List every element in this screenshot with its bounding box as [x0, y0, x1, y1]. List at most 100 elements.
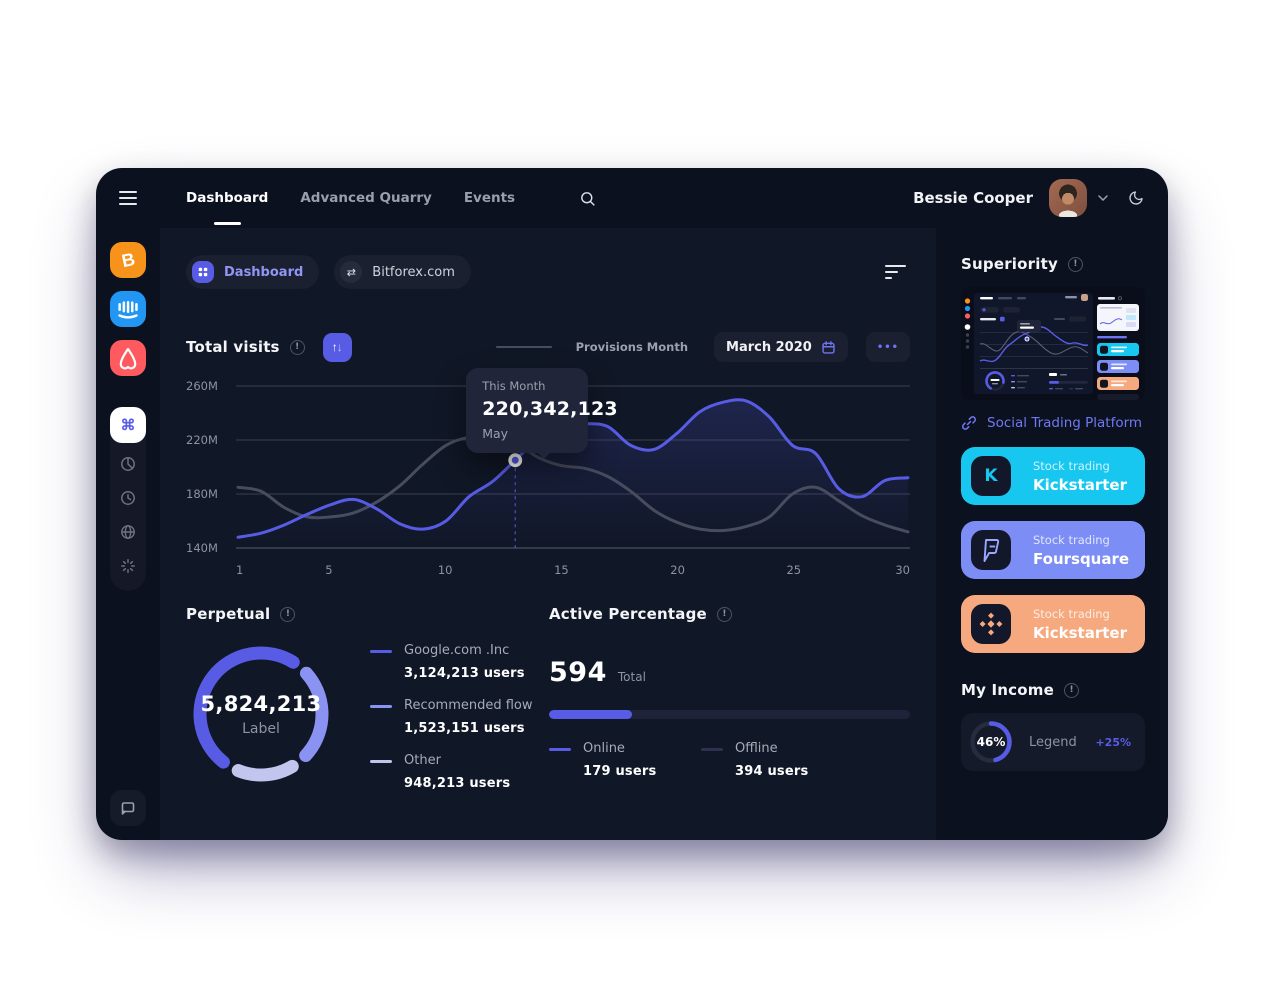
hamburger-icon: [119, 191, 137, 193]
sidebar-item-airbnb[interactable]: [110, 340, 146, 376]
menu-button[interactable]: [96, 191, 160, 205]
swap-icon: ⇄: [340, 261, 363, 283]
info-icon[interactable]: !: [1067, 256, 1083, 272]
legend-name: Google.com .Inc: [404, 643, 510, 658]
stock-card-kickstarter[interactable]: K Stock trading Kickstarter: [961, 447, 1145, 505]
legend-item: Online 179 users: [549, 741, 701, 779]
command-icon: ⌘: [120, 417, 136, 434]
kickstarter-icon: K: [971, 456, 1011, 496]
y-tick-label: 260M: [186, 379, 218, 393]
tool-clock[interactable]: [110, 481, 146, 515]
stock-card-foursquare[interactable]: Stock trading Foursquare: [961, 521, 1145, 579]
superiority-title: Superiority: [961, 255, 1058, 273]
social-trading-link[interactable]: Social Trading Platform: [961, 415, 1145, 431]
legend-value: 3,124,213 users: [404, 666, 525, 681]
stock-card-binance[interactable]: Stock trading Kickstarter: [961, 595, 1145, 653]
legend-value: 179 users: [583, 764, 657, 779]
link-icon: [962, 416, 976, 430]
active-progress-bar: [549, 710, 910, 719]
tab-dashboard[interactable]: Dashboard: [186, 190, 269, 225]
active-legend: Online 179 users Offline 394 users: [549, 741, 910, 779]
sort-button[interactable]: ↑ ↓: [322, 332, 352, 362]
filter-button[interactable]: [885, 265, 906, 279]
legend-value: 948,213 users: [404, 776, 511, 791]
calendar-icon: [822, 340, 835, 354]
tool-globe[interactable]: [110, 515, 146, 549]
info-icon[interactable]: !: [280, 606, 296, 622]
breadcrumb-site[interactable]: ⇄ Bitforex.com: [334, 255, 471, 289]
legend-marker: [370, 650, 392, 653]
card-category: Stock trading: [1033, 532, 1110, 547]
chevron-down-icon: [1098, 195, 1108, 201]
card-name: Foursquare: [1033, 549, 1130, 568]
breadcrumb-dashboard[interactable]: Dashboard: [186, 255, 320, 289]
legend-name: Online: [583, 741, 625, 756]
x-tick-label: 15: [554, 563, 569, 577]
app-window: Dashboard Advanced Quarry Events Bessie …: [96, 168, 1168, 840]
chat-button[interactable]: [110, 790, 146, 826]
card-name: Kickstarter: [1033, 623, 1127, 642]
tool-pie-chart[interactable]: [110, 447, 146, 481]
legend-marker: [701, 748, 723, 751]
sidebar-item-bitcoin[interactable]: B: [110, 242, 146, 278]
pie-chart-icon: [121, 457, 135, 471]
active-percentage-section: Active Percentage ! 594 Total Online 179…: [549, 605, 910, 808]
preview-thumbnail[interactable]: [961, 287, 1145, 400]
legend-value: 394 users: [735, 764, 809, 779]
user-name: Bessie Cooper: [913, 189, 1033, 207]
sidebar-item-intercom[interactable]: [110, 291, 146, 327]
active-total-label: Total: [617, 670, 646, 684]
main-nav: Dashboard Advanced Quarry Events: [186, 190, 547, 225]
visits-title: Total visits: [186, 338, 280, 356]
info-icon[interactable]: !: [716, 606, 732, 622]
foursquare-icon: [971, 530, 1011, 570]
more-button[interactable]: •••: [865, 332, 910, 362]
avatar[interactable]: [1049, 179, 1087, 217]
bitcoin-icon: B: [119, 248, 137, 271]
user-menu[interactable]: Bessie Cooper: [913, 179, 1108, 217]
perpetual-donut: 5,824,213 Label: [186, 639, 336, 789]
legend-name: Offline: [735, 741, 778, 756]
y-tick-label: 180M: [186, 487, 218, 501]
card-name: Kickstarter: [1033, 475, 1127, 494]
x-tick-label: 1: [236, 563, 244, 577]
income-legend-label: Legend: [1029, 734, 1077, 750]
month-select[interactable]: March 2020: [714, 332, 848, 362]
moon-icon: [1129, 191, 1143, 205]
chat-icon: [121, 802, 135, 815]
legend-name: Other: [404, 753, 441, 768]
card-category: Stock trading: [1033, 458, 1110, 473]
income-gauge: 46%: [968, 719, 1014, 765]
visits-chart: 260M 220M 180M 140M: [186, 368, 910, 579]
line-chart-plot[interactable]: This Month 220,342,123 May 1 5 10 15 20 …: [236, 368, 910, 579]
perpetual-section: Perpetual ! 5,824,213 Label Go: [186, 605, 549, 808]
legend-item: Offline 394 users: [701, 741, 853, 779]
legend-marker: [370, 705, 392, 708]
globe-icon: [121, 525, 135, 539]
active-title: Active Percentage: [549, 605, 707, 623]
topbar: Dashboard Advanced Quarry Events Bessie …: [96, 168, 1168, 228]
search-button[interactable]: [579, 190, 596, 207]
tab-advanced-quarry[interactable]: Advanced Quarry: [300, 190, 432, 206]
intercom-icon: [118, 301, 138, 319]
ellipsis-icon: •••: [876, 341, 899, 353]
app-rail: B ⌘: [96, 228, 160, 840]
tab-events[interactable]: Events: [463, 190, 516, 206]
right-panel: Superiority !: [936, 228, 1168, 840]
legend-value: 1,523,151 users: [404, 721, 525, 736]
info-icon[interactable]: !: [289, 339, 305, 355]
series-legend-marker: [495, 346, 552, 348]
clock-icon: [121, 491, 135, 505]
y-axis-labels: 260M 220M 180M 140M: [186, 379, 236, 555]
tool-command[interactable]: ⌘: [110, 407, 146, 443]
tool-spinner[interactable]: [110, 549, 146, 583]
theme-toggle[interactable]: [1128, 190, 1144, 206]
legend-name: Recommended flow: [404, 698, 533, 713]
tool-rail: ⌘: [110, 407, 146, 591]
donut-center-label: Label: [242, 720, 280, 737]
legend-item: Other 948,213 users: [370, 753, 533, 791]
binance-icon: [971, 604, 1011, 644]
progress-fill: [549, 710, 633, 719]
info-icon[interactable]: !: [1064, 682, 1079, 698]
spinner-icon: [121, 559, 135, 573]
